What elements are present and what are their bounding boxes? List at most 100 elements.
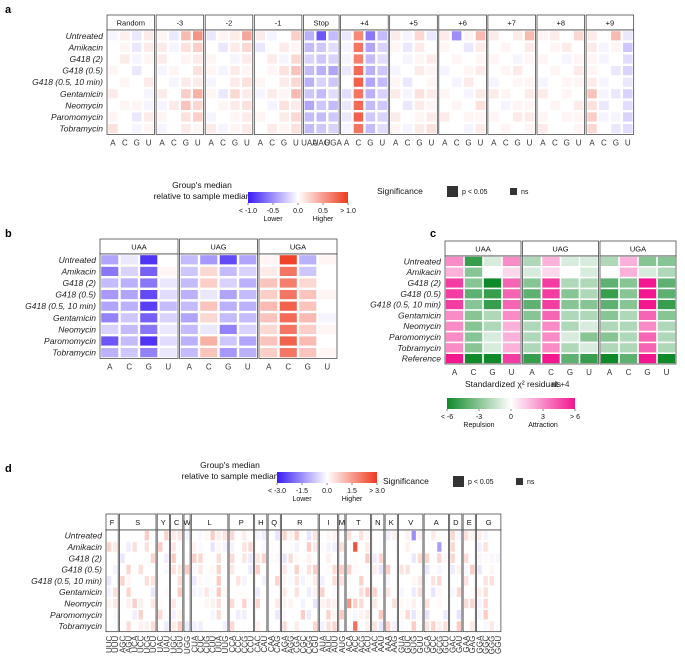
heat-cell xyxy=(113,610,118,620)
heat-cell xyxy=(440,31,450,41)
heat-cell xyxy=(580,300,598,310)
heat-cell xyxy=(269,621,274,631)
heat-cell xyxy=(573,54,584,64)
heat-cell xyxy=(611,77,621,87)
heat-cell xyxy=(365,42,376,52)
heat-cell xyxy=(132,54,142,64)
heat-cell xyxy=(573,31,584,41)
heat-cell xyxy=(242,598,247,609)
heat-cell xyxy=(405,610,410,620)
x-tick-label: UUA xyxy=(215,635,224,653)
x-tick-label: G xyxy=(281,138,287,147)
heat-cell xyxy=(279,348,297,358)
heat-cell xyxy=(230,610,235,620)
heat-cell xyxy=(450,610,455,620)
x-tick-label: A xyxy=(393,138,399,147)
heat-cell xyxy=(157,124,167,134)
significance-title: Significance xyxy=(383,476,429,486)
heat-cell xyxy=(390,42,401,52)
heat-cell xyxy=(347,564,352,575)
heat-cell xyxy=(113,564,118,575)
heat-cell xyxy=(248,587,253,597)
heat-cell xyxy=(450,530,455,541)
heat-cell xyxy=(451,112,462,122)
heat-cell xyxy=(523,278,541,288)
heat-cell xyxy=(216,564,221,575)
heat-cell xyxy=(425,564,430,575)
heat-cell xyxy=(279,278,297,288)
heat-cell xyxy=(304,124,315,134)
heat-cell xyxy=(501,124,511,134)
heat-cell xyxy=(157,31,167,41)
heat-cell xyxy=(261,553,266,563)
heat-cell xyxy=(304,100,315,110)
heat-cell xyxy=(562,54,572,64)
heat-cell xyxy=(328,66,338,76)
heat-cell xyxy=(619,310,638,320)
heat-cell xyxy=(171,587,176,597)
heat-cell xyxy=(463,42,474,52)
heat-cell xyxy=(169,112,179,122)
heat-cell xyxy=(464,587,469,597)
heat-cell xyxy=(132,42,142,52)
heat-cell xyxy=(372,564,377,575)
heat-cell xyxy=(306,564,312,575)
heat-cell xyxy=(523,256,541,266)
heat-cell xyxy=(386,587,391,597)
strip-label: Stop xyxy=(314,19,329,28)
row-label: Reference xyxy=(402,354,441,364)
heat-cell xyxy=(365,31,376,41)
heat-cell xyxy=(328,112,338,122)
heat-cell xyxy=(483,542,488,552)
x-tick-label: C xyxy=(126,362,132,371)
heat-cell xyxy=(120,324,138,334)
heat-cell xyxy=(242,77,252,87)
heat-cell xyxy=(306,587,312,597)
x-tick-label: AGG xyxy=(287,636,296,654)
heat-cell xyxy=(248,530,253,541)
heat-cell xyxy=(495,598,500,609)
heat-cell xyxy=(502,310,521,320)
colorbar-tick-label: > 1.0 xyxy=(340,208,356,215)
x-tick-label: GGA xyxy=(476,635,485,653)
heat-cell xyxy=(230,124,240,134)
heat-cell xyxy=(306,553,312,563)
heat-cell xyxy=(561,354,579,364)
heat-cell xyxy=(501,77,511,87)
heat-cell xyxy=(236,576,241,586)
heat-cell xyxy=(269,553,274,563)
heat-cell xyxy=(426,89,437,99)
x-tick-label: CCA xyxy=(228,635,237,653)
heat-cell xyxy=(218,100,228,110)
strip-label: R xyxy=(297,518,303,527)
heat-cell xyxy=(236,598,241,609)
heat-cell xyxy=(304,89,315,99)
heat-cell xyxy=(219,255,237,265)
heat-cell xyxy=(399,564,404,575)
heat-cell xyxy=(619,289,638,299)
x-tick-label: C xyxy=(285,362,291,371)
heat-cell xyxy=(320,553,325,563)
heat-cell xyxy=(181,66,191,76)
heat-cell xyxy=(365,621,370,631)
heat-cell xyxy=(392,610,397,620)
heat-cell xyxy=(120,54,130,64)
heat-cell xyxy=(282,598,287,609)
heat-cell xyxy=(192,621,197,631)
heat-cell xyxy=(326,564,331,575)
heat-cell xyxy=(216,576,221,586)
heat-cell xyxy=(106,553,112,563)
heat-cell xyxy=(339,564,344,575)
heat-cell xyxy=(341,124,352,134)
heat-cell xyxy=(451,89,462,99)
heat-cell xyxy=(218,42,228,52)
heat-cell xyxy=(450,621,455,631)
heat-cell xyxy=(523,267,541,277)
heat-cell xyxy=(483,267,502,277)
heat-cell xyxy=(236,587,241,597)
heat-cell xyxy=(239,290,257,300)
x-tick-label: G xyxy=(613,138,619,147)
x-tick-label: GAC xyxy=(449,635,458,653)
heat-cell xyxy=(200,301,218,311)
x-tick-label: GAU xyxy=(455,635,464,653)
